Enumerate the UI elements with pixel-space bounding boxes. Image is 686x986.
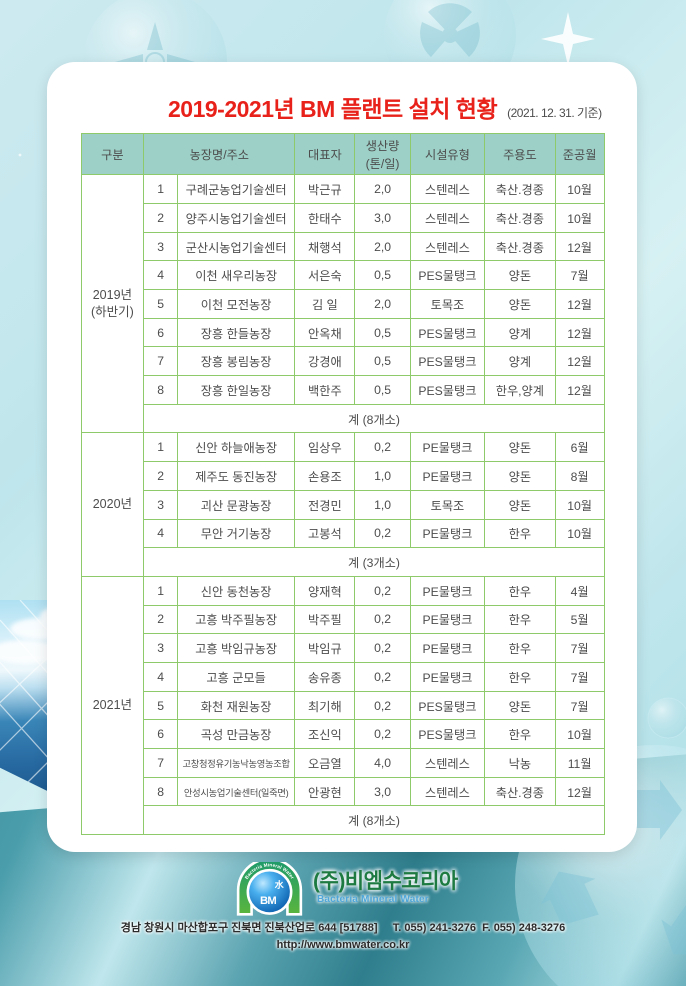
svg-text:水: 水 <box>275 879 285 890</box>
svg-text:BM: BM <box>260 895 276 907</box>
